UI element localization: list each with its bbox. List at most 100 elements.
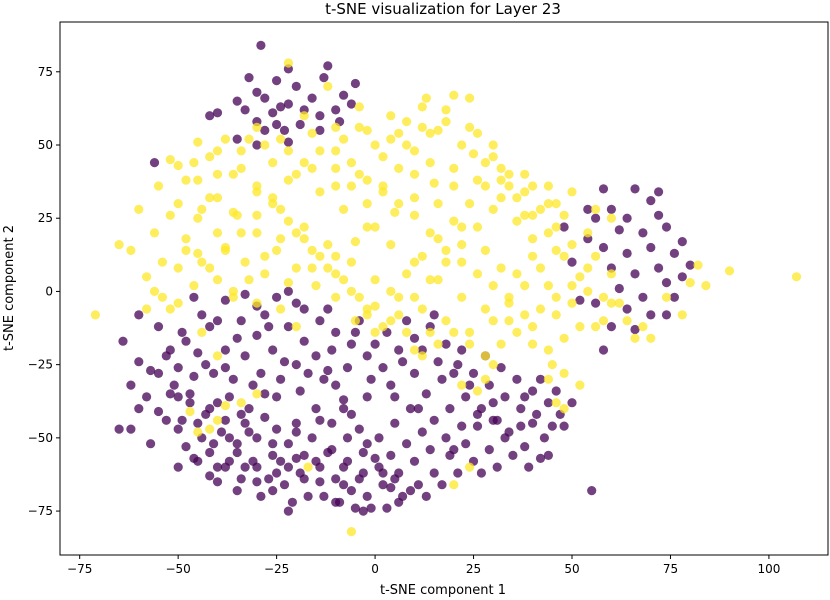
data-point (358, 447, 368, 458)
data-point (504, 181, 514, 191)
data-point (543, 345, 554, 355)
data-point (319, 374, 329, 384)
data-point (457, 257, 467, 267)
data-point (405, 486, 416, 496)
data-point (283, 439, 293, 449)
data-point (216, 427, 227, 437)
data-point (346, 527, 356, 537)
data-point (551, 292, 561, 302)
data-point (283, 322, 293, 332)
data-point (614, 283, 624, 294)
data-point (480, 245, 490, 255)
data-point (315, 316, 325, 326)
data-point (303, 491, 313, 501)
data-point (299, 304, 309, 314)
data-point (654, 187, 664, 197)
data-point (181, 245, 191, 255)
data-point (425, 445, 435, 455)
data-point (236, 474, 246, 484)
data-point (504, 292, 514, 302)
data-point (236, 316, 246, 326)
data-point (520, 169, 530, 179)
data-point (646, 333, 656, 343)
data-point (146, 439, 156, 449)
data-point (276, 374, 286, 384)
data-point (496, 263, 506, 273)
data-point (457, 345, 467, 355)
data-point (339, 395, 349, 405)
data-point (126, 245, 136, 255)
data-point (212, 169, 223, 179)
data-point (366, 374, 376, 384)
data-point (193, 348, 203, 358)
data-point (157, 257, 167, 267)
data-point (331, 327, 341, 337)
data-point (433, 234, 443, 244)
data-point (559, 210, 569, 220)
data-point (252, 210, 262, 220)
data-point (661, 278, 672, 288)
data-point (134, 404, 144, 414)
data-point (193, 418, 203, 428)
data-point (185, 406, 195, 417)
data-point (134, 310, 144, 320)
data-point (480, 374, 490, 384)
chart-title: t-SNE visualization for Layer 23 (325, 0, 561, 18)
data-point (583, 286, 593, 296)
data-point (661, 292, 672, 302)
data-point (630, 324, 640, 335)
data-point (638, 322, 648, 332)
data-point (551, 310, 561, 320)
data-point (264, 322, 274, 332)
data-point (598, 345, 609, 355)
y-tick-label: 0 (45, 284, 53, 298)
data-point (205, 322, 215, 332)
data-point (528, 322, 538, 332)
data-point (291, 81, 301, 91)
data-point (669, 248, 680, 258)
data-point (543, 374, 554, 384)
data-point (212, 275, 223, 285)
data-point (307, 433, 317, 443)
data-point (583, 263, 593, 273)
data-point (126, 424, 136, 434)
data-point (591, 322, 601, 332)
data-point (279, 125, 290, 135)
data-point (346, 181, 356, 191)
data-point (220, 134, 230, 144)
data-point (342, 433, 353, 443)
data-point (587, 486, 597, 496)
data-point (189, 371, 199, 381)
data-point (370, 222, 380, 232)
data-point (212, 351, 223, 361)
data-point (567, 187, 577, 197)
data-point (429, 415, 439, 425)
data-point (240, 257, 250, 267)
data-point (342, 363, 353, 373)
data-point (252, 181, 262, 191)
data-point (252, 140, 262, 150)
data-point (437, 480, 447, 490)
data-point (350, 316, 360, 326)
data-point (535, 204, 546, 214)
data-point (224, 456, 234, 466)
data-point (244, 427, 254, 437)
data-point (488, 204, 498, 214)
data-point (457, 380, 467, 390)
data-point (311, 404, 321, 414)
data-point (516, 421, 526, 431)
data-point (390, 392, 400, 402)
data-point (512, 193, 522, 203)
data-point (551, 398, 561, 408)
data-point (173, 392, 183, 402)
data-point (220, 345, 230, 355)
data-point (654, 210, 664, 220)
data-point (295, 386, 305, 396)
data-point (323, 304, 333, 314)
data-point (291, 228, 301, 238)
data-point (457, 222, 467, 232)
data-point (323, 365, 333, 376)
data-point (543, 281, 554, 291)
data-point (291, 263, 301, 273)
data-point (476, 404, 486, 414)
